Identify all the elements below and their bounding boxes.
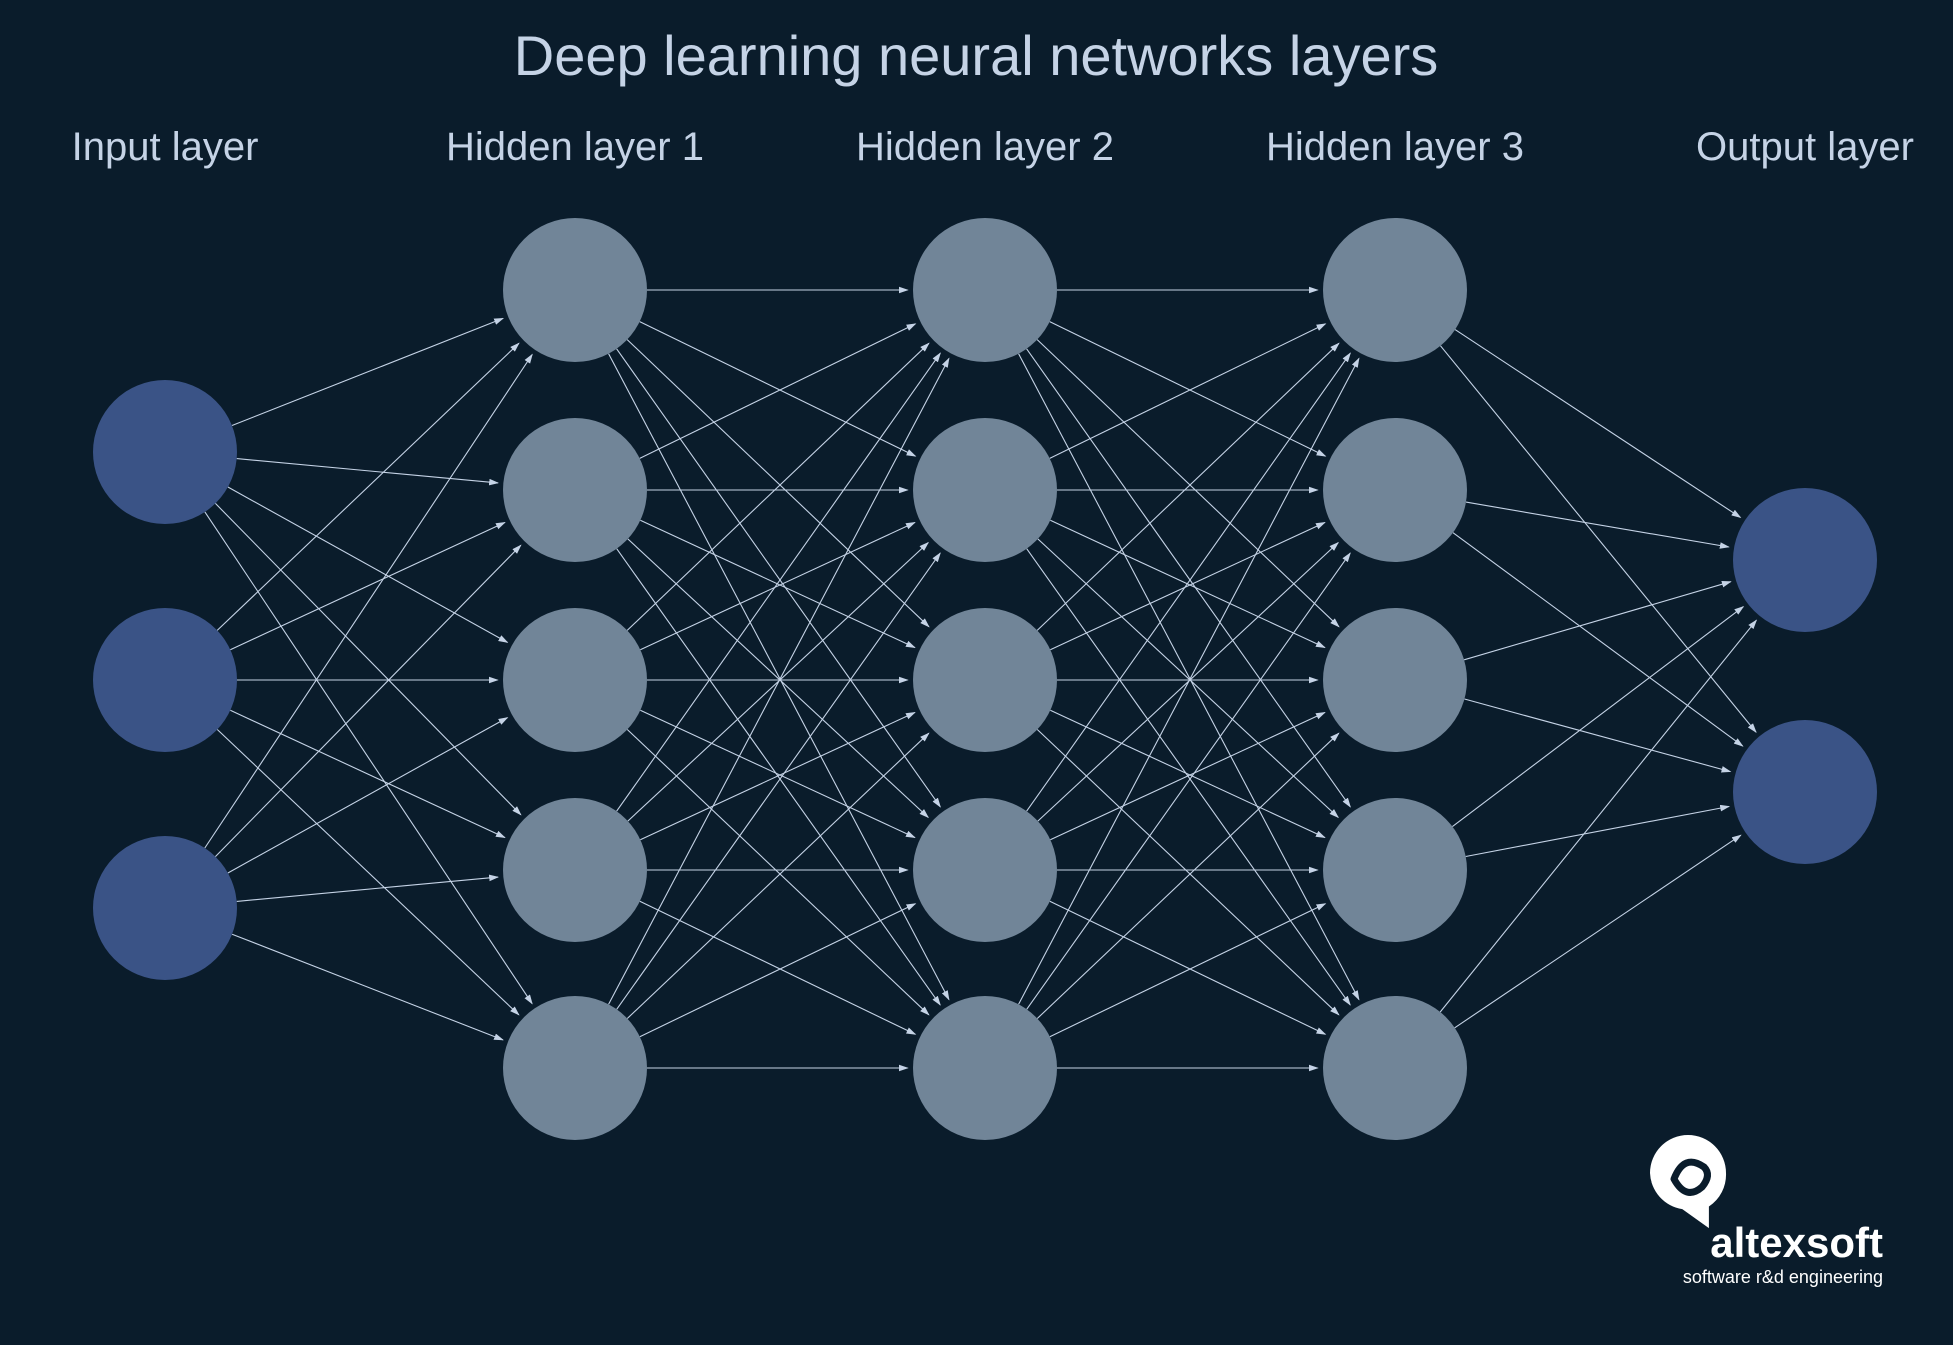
node-hidden1-0 (503, 218, 647, 362)
node-input-0 (93, 380, 237, 524)
layer-label-hidden3: Hidden layer 3 (1266, 125, 1524, 169)
node-hidden2-0 (913, 218, 1057, 362)
node-hidden3-1 (1323, 418, 1467, 562)
logo-tagline-text: software r&d engineering (1683, 1267, 1883, 1287)
node-hidden2-3 (913, 798, 1057, 942)
node-hidden1-4 (503, 996, 647, 1140)
node-hidden2-1 (913, 418, 1057, 562)
layer-label-hidden1: Hidden layer 1 (446, 125, 704, 169)
node-hidden2-4 (913, 996, 1057, 1140)
node-hidden3-4 (1323, 996, 1467, 1140)
node-output-0 (1733, 488, 1877, 632)
diagram-title: Deep learning neural networks layers (514, 24, 1439, 87)
node-hidden2-2 (913, 608, 1057, 752)
layer-label-hidden2: Hidden layer 2 (856, 125, 1114, 169)
node-hidden1-3 (503, 798, 647, 942)
node-hidden3-3 (1323, 798, 1467, 942)
node-input-1 (93, 608, 237, 752)
layer-label-output: Output layer (1696, 125, 1914, 169)
node-hidden1-1 (503, 418, 647, 562)
node-hidden3-2 (1323, 608, 1467, 752)
node-hidden3-0 (1323, 218, 1467, 362)
logo-brand-text: altexsoft (1710, 1219, 1883, 1266)
layer-label-input: Input layer (72, 125, 259, 169)
neural-network-diagram: Input layer Hidden layer 1 Hidden layer 2 H… (0, 0, 1953, 1345)
node-output-1 (1733, 720, 1877, 864)
node-hidden1-2 (503, 608, 647, 752)
node-input-2 (93, 836, 237, 980)
